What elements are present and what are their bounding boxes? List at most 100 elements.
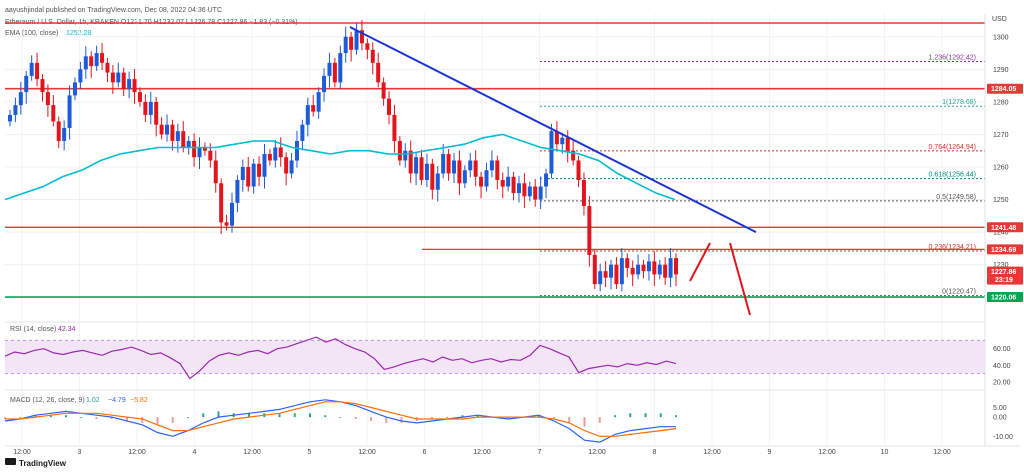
macd-hist-bar-7 <box>110 417 113 420</box>
price-tag-label-0: 1284.05 <box>991 86 1016 93</box>
macd-hist-bar-21 <box>324 415 327 418</box>
projection-up-stroke <box>689 242 711 282</box>
price-tag-bg-4 <box>987 292 1023 303</box>
rsi-tick-label-2: 20.00 <box>993 379 1011 386</box>
candle-23 <box>132 79 137 93</box>
candle-65 <box>359 30 364 44</box>
time-tick-label-5: 5 <box>308 449 312 456</box>
candle-24 <box>137 92 142 102</box>
macd-value-0: 1.02 <box>86 397 100 404</box>
ema-value: 1252.28 <box>66 30 91 37</box>
macd-hist-bar-22 <box>339 417 342 418</box>
candle-104 <box>571 150 576 161</box>
time-tick-label-11: 8 <box>653 449 657 456</box>
candle-57 <box>316 92 321 112</box>
rsi-line <box>4 336 677 380</box>
candle-0 <box>8 114 12 122</box>
macd-hist-bar-9 <box>141 417 144 423</box>
projection-down-stroke <box>729 242 751 316</box>
candle-11 <box>67 95 72 128</box>
candle-71 <box>392 114 397 141</box>
rsi-pane: RSI (14, close) 42.34 60.00 40.00 20.00 <box>4 321 1011 386</box>
macd-hist-bar-16 <box>248 413 250 418</box>
tradingview-brand: TradingView <box>19 459 67 468</box>
candle-21 <box>121 72 126 89</box>
macd-hist-bar-3 <box>49 415 52 418</box>
macd-hist-bar-29 <box>446 417 449 418</box>
bearish-trendline <box>349 26 757 233</box>
macd-value-2: −5.82 <box>130 397 148 404</box>
price-tag-bg-0 <box>987 83 1023 94</box>
price-tag-label-4: 1220.06 <box>991 295 1016 302</box>
macd-signal-line <box>5 401 677 437</box>
candle-42 <box>235 180 240 203</box>
macd-hist-bar-12 <box>187 417 189 418</box>
fibonacci-layer: 1.236(1292.42) 1(1278.68) 0.764(1264.94) 0.… <box>540 54 985 297</box>
candle-82 <box>452 160 456 174</box>
rsi-label: RSI (14, close) <box>10 326 56 333</box>
price-tag-bg-3 <box>987 266 1023 285</box>
macd-hist-bar-0 <box>4 417 6 420</box>
price-tick-label-2: 1280 <box>993 99 1009 106</box>
candle-95 <box>522 183 527 197</box>
candle-92 <box>506 176 511 187</box>
candle-2 <box>18 92 23 106</box>
candle-64 <box>354 30 359 50</box>
candle-88 <box>484 170 489 187</box>
candle-91 <box>500 180 505 187</box>
price-tag-bg-2 <box>987 244 1023 255</box>
macd-hist-bar-33 <box>507 417 510 420</box>
time-tick-label-16: 12:00 <box>933 449 951 456</box>
candle-100 <box>549 131 554 174</box>
candle-83 <box>457 160 462 184</box>
macd-label: MACD (12, 26, close, 9) <box>10 397 85 404</box>
candle-102 <box>560 137 565 145</box>
candle-9 <box>56 121 61 141</box>
time-tick-label-14: 12:00 <box>818 449 836 456</box>
time-tick-label-9: 7 <box>538 449 542 456</box>
candle-97 <box>533 186 538 200</box>
time-tick-label-8: 12:00 <box>473 449 491 456</box>
candle-113 <box>619 258 624 285</box>
candle-120 <box>657 264 662 275</box>
macd-value-1: −4.79 <box>108 397 126 404</box>
candle-68 <box>376 62 381 83</box>
candle-67 <box>370 49 375 63</box>
candle-78 <box>430 163 435 190</box>
candle-47 <box>262 153 267 177</box>
candle-37 <box>208 150 213 161</box>
price-axis[interactable]: 1300 1290 1280 1270 1260 1250 1240 1230 1284.05 1… <box>984 14 1023 446</box>
candle-101 <box>554 131 559 145</box>
macd-tick-label-2: -10.00 <box>993 434 1013 441</box>
candle-51 <box>284 157 289 174</box>
candle-74 <box>408 150 413 174</box>
macd-hist-bar-6 <box>95 417 98 420</box>
candle-38 <box>213 160 218 184</box>
candle-6 <box>40 79 45 93</box>
candle-49 <box>273 147 278 161</box>
ema-100-line <box>4 133 676 201</box>
fib-level-label-0: 1.236(1292.42) <box>929 54 976 61</box>
price-tag-countdown-3: 23:19 <box>995 277 1013 284</box>
candle-19 <box>110 72 115 83</box>
candle-16 <box>94 53 99 67</box>
candle-117 <box>641 264 646 272</box>
candle-84 <box>462 170 467 184</box>
candle-62 <box>343 36 348 54</box>
candle-119 <box>652 261 657 275</box>
time-tick-label-3: 4 <box>193 449 197 456</box>
macd-hist-bar-14 <box>217 411 220 418</box>
candle-80 <box>441 153 446 174</box>
time-tick-label-0: 12:00 <box>13 449 31 456</box>
candle-89 <box>489 160 494 171</box>
candle-14 <box>83 56 88 70</box>
ema-label: EMA (100, close) <box>5 30 58 37</box>
candle-81 <box>446 153 451 174</box>
candle-75 <box>414 157 419 174</box>
rsi-tick-label-0: 60.00 <box>993 346 1011 353</box>
time-axis[interactable]: 12:00 3 12:00 4 12:00 5 12:00 6 12:00 7 12:00 8 12:0… <box>5 445 1020 456</box>
candle-50 <box>278 147 283 158</box>
candle-63 <box>349 36 354 50</box>
candle-93 <box>511 176 516 194</box>
candle-33 <box>186 140 191 148</box>
